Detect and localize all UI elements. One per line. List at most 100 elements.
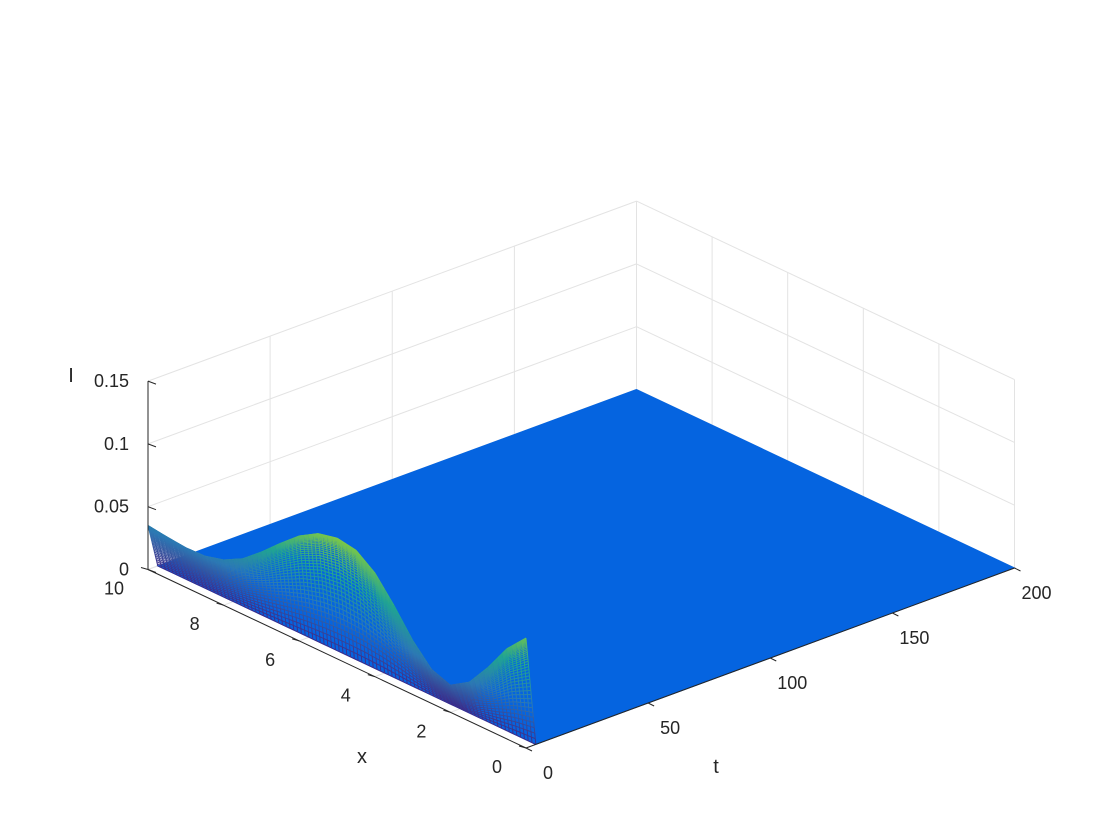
mesh-line [308, 533, 314, 536]
mesh-line [441, 699, 447, 703]
mesh-line [369, 566, 376, 574]
mesh-line [183, 576, 185, 579]
mesh-line [422, 690, 428, 694]
mesh-line [258, 607, 260, 612]
mesh-line [468, 678, 475, 683]
mesh-line [493, 661, 499, 667]
mesh-line [182, 574, 185, 577]
mesh-line [311, 633, 314, 640]
mesh-line [497, 656, 504, 662]
mesh-line [179, 574, 181, 577]
mesh-line [481, 684, 487, 688]
mesh-line [239, 602, 242, 606]
mesh-line [209, 588, 212, 592]
mesh-line [232, 599, 234, 602]
mesh-line [199, 553, 205, 557]
grid-line [147, 326, 637, 508]
mesh-line [516, 640, 522, 644]
mesh-line [213, 590, 215, 593]
mesh-line [175, 572, 178, 575]
mesh-line [478, 670, 484, 676]
mesh-line [163, 565, 166, 568]
mesh-line [494, 670, 500, 675]
mesh-line [289, 627, 296, 632]
mesh-line [493, 661, 499, 667]
mesh-line [209, 586, 211, 590]
mesh-line [270, 615, 272, 620]
mesh-line [261, 614, 267, 618]
mesh-line [242, 605, 248, 609]
mesh-line [156, 563, 159, 567]
mesh-line [175, 570, 177, 573]
mesh-line [292, 620, 294, 626]
mesh-line [178, 572, 181, 575]
mesh-line [473, 674, 480, 679]
mesh-line [307, 626, 309, 632]
mesh-line [474, 679, 481, 684]
mesh-line [337, 650, 343, 654]
mesh-line [218, 558, 224, 561]
mesh-line [475, 682, 481, 687]
mesh-line [289, 537, 295, 541]
mesh-line [475, 684, 482, 688]
mesh-line [190, 577, 192, 581]
mesh-line [346, 654, 352, 658]
mesh-line [220, 592, 222, 595]
mesh-line [270, 545, 276, 549]
mesh-line [516, 735, 522, 739]
mesh-line [407, 631, 414, 641]
mesh-line [239, 600, 241, 603]
mesh-line [224, 595, 227, 599]
mesh-line [479, 674, 485, 679]
mesh-line [464, 681, 470, 684]
mesh-line [247, 605, 249, 609]
mesh-line [160, 563, 162, 566]
mesh-line [506, 645, 513, 650]
mesh-line [273, 617, 276, 622]
mesh-line [426, 661, 432, 670]
mesh-line [507, 730, 513, 734]
mesh-line [497, 726, 503, 730]
mesh-line [231, 597, 234, 600]
mesh-line [445, 680, 451, 686]
mesh-line [494, 671, 500, 676]
mesh-line [493, 667, 500, 672]
mesh-line [350, 546, 357, 551]
mesh-line [262, 612, 265, 616]
mesh-line [277, 615, 279, 620]
mesh-line [251, 553, 257, 556]
mesh-line [280, 623, 286, 627]
mesh-line [480, 680, 486, 685]
mesh-line [403, 681, 409, 685]
mesh-line [493, 663, 499, 669]
mesh-line [164, 567, 166, 570]
mesh-line [480, 683, 487, 687]
mesh-line [168, 569, 170, 572]
mesh-line [296, 622, 298, 628]
mesh-line [201, 583, 204, 586]
mesh-line [431, 694, 437, 698]
mesh-line [479, 676, 485, 681]
mesh-line [186, 578, 189, 581]
mesh-line [481, 686, 487, 690]
mesh-line [480, 682, 486, 686]
mesh-line [223, 596, 229, 600]
mesh-line [365, 663, 371, 667]
mesh-line [494, 668, 500, 674]
mesh-line [171, 570, 174, 574]
mesh-line [493, 664, 499, 670]
mesh-line [498, 660, 504, 666]
mesh-line [212, 588, 215, 591]
mesh-line [494, 673, 501, 678]
mesh-line [171, 568, 173, 572]
mesh-line [252, 610, 258, 614]
mesh-line [243, 604, 246, 608]
mesh-line [318, 641, 324, 645]
mesh-line [356, 659, 362, 663]
mesh-line [209, 556, 215, 559]
mesh-line [280, 541, 286, 544]
mesh-line [288, 619, 291, 624]
mesh-line [493, 666, 500, 671]
mesh-line [243, 601, 245, 605]
mesh-line [476, 688, 482, 692]
